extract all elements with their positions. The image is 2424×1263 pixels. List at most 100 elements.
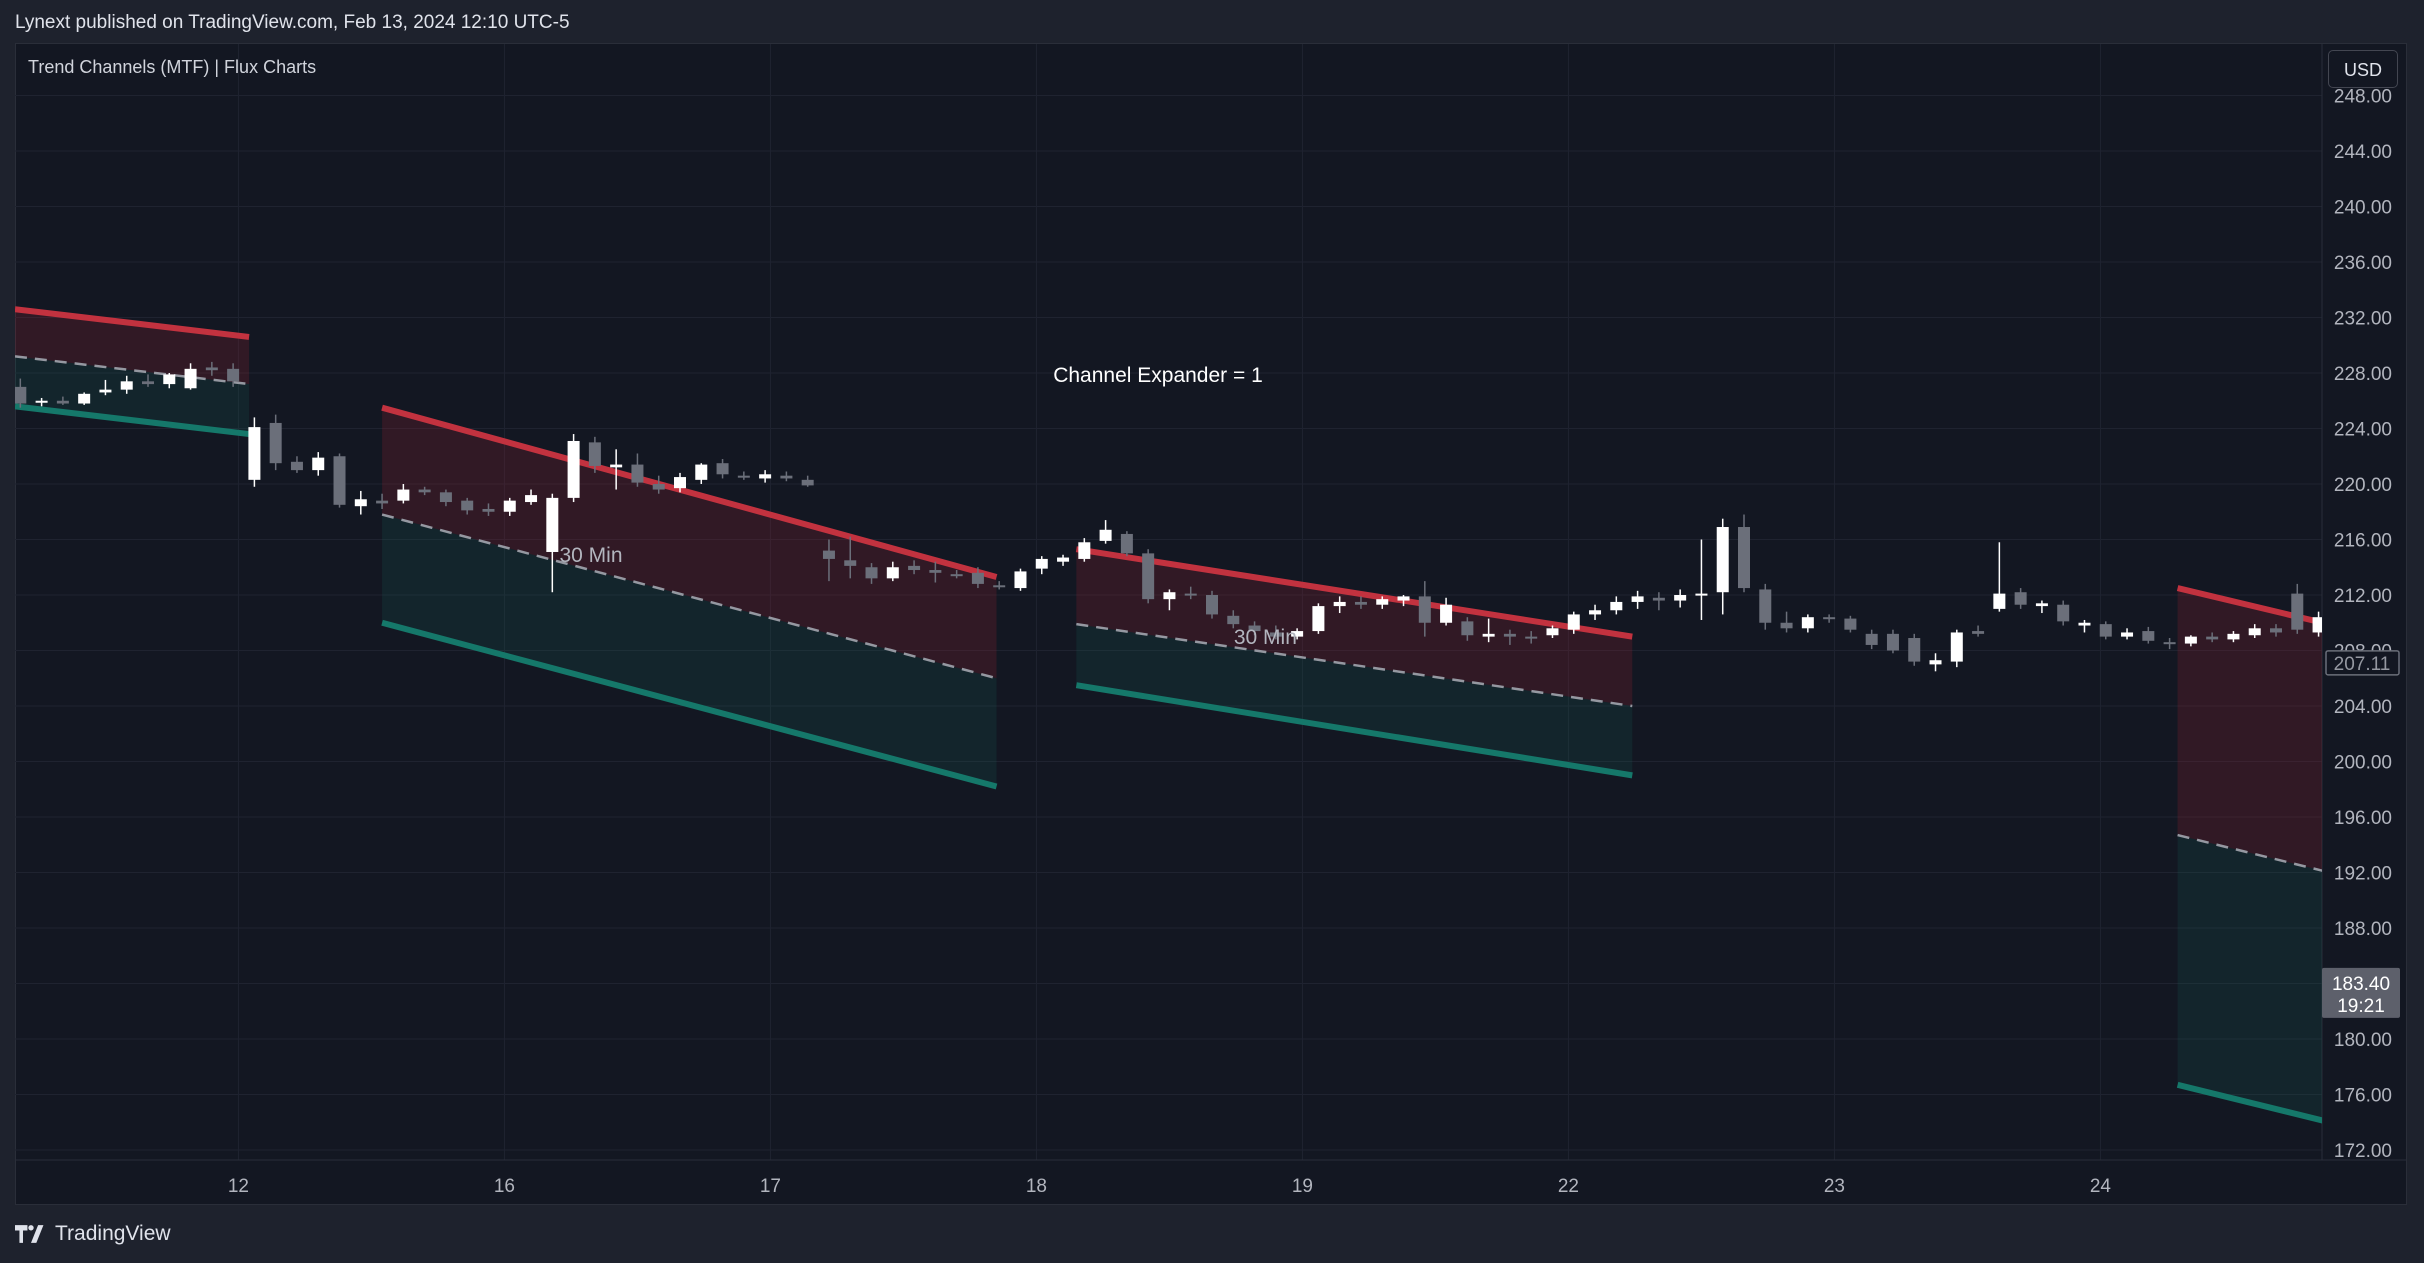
candle-bearish (290, 461, 303, 471)
candle-bullish (354, 499, 367, 507)
candle-bearish (1503, 633, 1516, 637)
candle-bearish (439, 492, 452, 503)
candle-bearish (1823, 617, 1836, 620)
time-tick-label: 23 (1824, 1176, 1845, 1197)
time-tick-label: 24 (2090, 1176, 2112, 1197)
candle-bearish (482, 508, 495, 512)
price-tick-label: 180.00 (2334, 1030, 2392, 1051)
candle-bearish (929, 570, 942, 573)
candle-bullish (78, 393, 91, 404)
candle-bullish (546, 497, 559, 552)
candle-bearish (1652, 597, 1665, 601)
candle-bullish (1333, 601, 1346, 607)
candle-bearish (1120, 533, 1133, 554)
candle-bearish (227, 368, 240, 382)
candle-bullish (1546, 628, 1559, 636)
candle-bullish (1610, 601, 1623, 611)
candle-bearish (2057, 604, 2070, 622)
candle-bearish (1461, 621, 1474, 636)
candle-bullish (1057, 557, 1070, 562)
indicator-title[interactable]: Trend Channels (MTF) | Flux Charts (28, 57, 317, 77)
candle-bullish (1397, 596, 1410, 601)
candle-bullish (695, 464, 708, 480)
publisher-line: Lynext published on TradingView.com, Feb… (15, 12, 570, 33)
top-bar (0, 0, 2424, 46)
channel-upper-line (1075, 546, 1633, 640)
candle-bearish (908, 565, 921, 571)
channel-upper-zone (2177, 588, 2322, 871)
candle-bearish (1206, 595, 1218, 615)
current-price-marker (2322, 967, 2400, 1018)
candle-bullish (120, 381, 133, 390)
candle-bearish (631, 464, 644, 483)
candle-bearish (1354, 601, 1367, 605)
price-tick-label: 204.00 (2334, 697, 2392, 718)
candle-bullish (1078, 542, 1091, 559)
candle-bullish (1589, 610, 1602, 615)
price-tick-label: 236.00 (2334, 253, 2392, 274)
candle-bullish (610, 464, 623, 468)
chart-pane[interactable] (15, 43, 2407, 1205)
candle-bullish (1801, 617, 1814, 629)
candle-bearish (716, 463, 729, 475)
candle-bearish (801, 479, 814, 486)
price-tick-label: 172.00 (2334, 1141, 2392, 1162)
price-tick-label: 192.00 (2334, 864, 2392, 885)
candle-bullish (2078, 622, 2091, 626)
channel-lower-zone (382, 514, 997, 787)
bottom-bar (0, 1205, 2424, 1263)
candle-bullish (1950, 632, 1963, 662)
time-tick-label: 22 (1558, 1176, 1579, 1197)
candle-bearish (780, 475, 793, 479)
candle-bearish (56, 400, 69, 404)
candle-bullish (1163, 592, 1176, 600)
candle-bearish (1844, 618, 1857, 630)
candle-bullish (567, 440, 580, 498)
time-tick-label: 16 (494, 1176, 515, 1197)
candle-bullish (1695, 593, 1708, 596)
brand-name: TradingView (55, 1222, 171, 1245)
time-tick-label: 19 (1292, 1176, 1313, 1197)
channel-lower-line (2176, 1081, 2322, 1124)
candle-bullish (1099, 529, 1112, 541)
candle-bearish (269, 422, 282, 464)
candle-bearish (1886, 633, 1899, 651)
channel-upper-line (381, 404, 998, 580)
currency-button[interactable]: USD (2328, 50, 2398, 88)
candle-bearish (2163, 642, 2176, 645)
candle-bearish (15, 386, 27, 404)
candle-bullish (503, 500, 516, 512)
candle-bullish (248, 427, 261, 480)
candle-bullish (1482, 633, 1495, 637)
channel-lower-line (381, 619, 998, 790)
candle-bearish (2291, 593, 2304, 630)
last-price-marker (2325, 650, 2400, 676)
candle-bearish (1227, 615, 1240, 625)
candle-bearish (1865, 633, 1878, 645)
candle-bearish (1972, 631, 1985, 634)
price-tick-label: 228.00 (2334, 364, 2392, 385)
candle-bullish (2312, 617, 2322, 633)
candle-bearish (142, 381, 154, 385)
candle-bearish (1184, 593, 1197, 596)
brand[interactable]: TradingView (15, 1222, 171, 1246)
candle-bullish (886, 567, 899, 579)
countdown-timer: 19:21 (2337, 996, 2385, 1017)
candle-bullish (674, 477, 686, 489)
time-tick-label: 12 (228, 1176, 249, 1197)
candle-bearish (1418, 596, 1431, 623)
candle-bearish (418, 489, 431, 493)
candle-bearish (822, 550, 835, 559)
price-tick-label: 200.00 (2334, 753, 2392, 774)
channel-lower-zone (2177, 835, 2322, 1121)
candle-bearish (844, 560, 857, 566)
candle-bullish (1312, 606, 1325, 632)
last-price-value: 207.11 (2334, 654, 2391, 675)
candle-bullish (99, 389, 112, 393)
candle-bearish (461, 500, 474, 511)
channel-upper-line (2176, 585, 2322, 626)
channel-lower-line (15, 403, 250, 438)
candle-bearish (2206, 636, 2219, 640)
channel-expander-annotation: Channel Expander = 1 (1053, 364, 1263, 387)
